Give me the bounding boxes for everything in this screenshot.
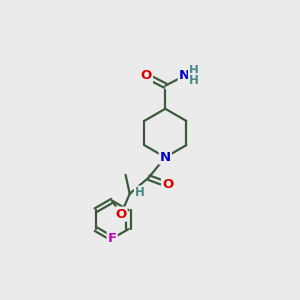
Text: O: O <box>115 208 127 220</box>
Text: H: H <box>134 186 144 199</box>
Text: F: F <box>108 232 117 245</box>
Text: N: N <box>179 70 190 83</box>
Text: O: O <box>141 70 152 83</box>
Text: N: N <box>160 151 171 164</box>
Text: H: H <box>188 74 198 87</box>
Text: O: O <box>162 178 173 191</box>
Text: H: H <box>188 64 198 77</box>
